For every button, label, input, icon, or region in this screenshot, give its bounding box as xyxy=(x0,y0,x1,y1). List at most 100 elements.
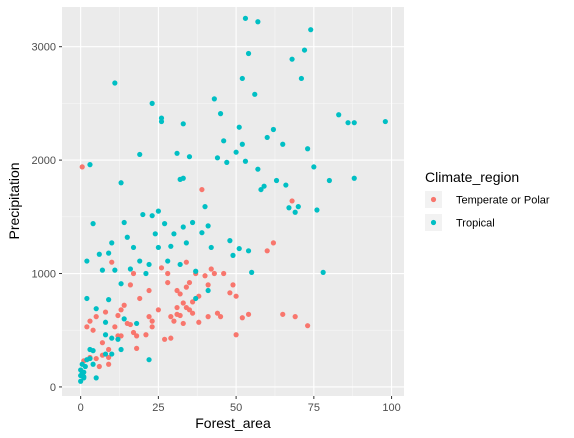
data-point xyxy=(177,261,183,268)
data-point xyxy=(211,270,217,277)
data-point xyxy=(165,270,171,277)
data-point xyxy=(93,355,99,362)
data-points xyxy=(78,15,388,384)
data-point xyxy=(155,208,161,214)
data-point xyxy=(102,319,109,325)
data-point xyxy=(264,134,270,141)
data-point xyxy=(106,361,112,367)
data-point xyxy=(149,100,155,106)
x-axis-ticks: 0 25 50 75 100 xyxy=(78,396,401,414)
y-tick-label: 2000 xyxy=(32,155,56,167)
data-point xyxy=(174,304,180,311)
data-point xyxy=(168,314,174,320)
data-point xyxy=(99,267,106,273)
data-point xyxy=(162,336,168,342)
data-point xyxy=(140,211,146,218)
data-point xyxy=(180,121,186,127)
data-point xyxy=(130,329,137,336)
data-point xyxy=(93,375,99,381)
data-point xyxy=(233,149,239,155)
data-point xyxy=(87,318,93,324)
data-point xyxy=(143,270,149,277)
data-point xyxy=(305,146,311,152)
data-point xyxy=(102,332,109,338)
data-point xyxy=(180,224,186,230)
y-axis-title: Precipitation xyxy=(6,162,22,239)
data-point xyxy=(93,306,99,312)
data-point xyxy=(202,273,208,279)
data-point xyxy=(230,252,236,258)
data-point xyxy=(134,320,140,327)
data-point xyxy=(106,354,112,361)
data-point xyxy=(165,279,171,286)
data-point xyxy=(118,346,124,353)
data-point xyxy=(118,281,124,287)
data-point xyxy=(174,150,180,156)
data-point xyxy=(208,244,214,251)
data-point xyxy=(227,238,233,244)
data-point xyxy=(124,234,130,240)
legend-title: Climate_region xyxy=(425,169,519,185)
data-point xyxy=(292,209,298,215)
data-point xyxy=(205,282,211,288)
data-point xyxy=(90,361,96,367)
data-point xyxy=(239,315,245,321)
data-point xyxy=(305,323,311,329)
data-point xyxy=(345,120,351,126)
data-point xyxy=(121,316,127,322)
data-point xyxy=(230,282,236,288)
data-point xyxy=(177,291,183,297)
data-point xyxy=(298,75,304,82)
data-point xyxy=(79,164,85,170)
data-point xyxy=(233,332,239,338)
data-point xyxy=(189,219,196,226)
data-point xyxy=(289,56,295,62)
data-point xyxy=(255,166,261,172)
data-point xyxy=(81,369,87,375)
data-point xyxy=(214,155,221,161)
data-point xyxy=(221,270,227,277)
data-point xyxy=(112,267,118,273)
data-point xyxy=(308,27,314,33)
data-point xyxy=(127,266,133,272)
data-point xyxy=(326,177,332,184)
data-point xyxy=(208,266,214,272)
data-point xyxy=(189,310,196,316)
data-point xyxy=(165,258,171,264)
data-point xyxy=(180,175,186,181)
data-point xyxy=(162,221,168,227)
data-point xyxy=(134,345,140,351)
data-point xyxy=(221,138,227,144)
x-tick-label: 25 xyxy=(152,402,164,414)
data-point xyxy=(249,269,255,275)
x-axis-title: Forest_area xyxy=(195,415,271,431)
data-point xyxy=(183,259,189,265)
data-point xyxy=(382,118,388,125)
data-point xyxy=(202,204,208,210)
data-point xyxy=(301,47,308,53)
data-point xyxy=(211,96,217,102)
data-point xyxy=(186,307,193,313)
plot-panel xyxy=(62,7,404,396)
data-point xyxy=(286,205,292,211)
legend-dot-tropical xyxy=(430,219,437,226)
y-axis-ticks: 0 1000 2000 3000 xyxy=(32,42,62,394)
data-point xyxy=(199,186,205,193)
legend-label-tropical: Tropical xyxy=(456,218,495,230)
x-tick-label: 0 xyxy=(78,402,84,414)
data-point xyxy=(121,302,127,308)
series-temperate-or-polar xyxy=(79,164,311,370)
data-point xyxy=(115,312,121,319)
data-point xyxy=(93,314,99,320)
data-point xyxy=(109,259,115,265)
data-point xyxy=(196,319,202,325)
data-point xyxy=(252,91,258,97)
data-point xyxy=(180,300,186,306)
data-point xyxy=(314,207,320,213)
data-point xyxy=(158,118,165,125)
data-point xyxy=(146,287,152,294)
data-point xyxy=(280,311,286,317)
data-point xyxy=(87,355,93,362)
data-point xyxy=(217,111,224,117)
